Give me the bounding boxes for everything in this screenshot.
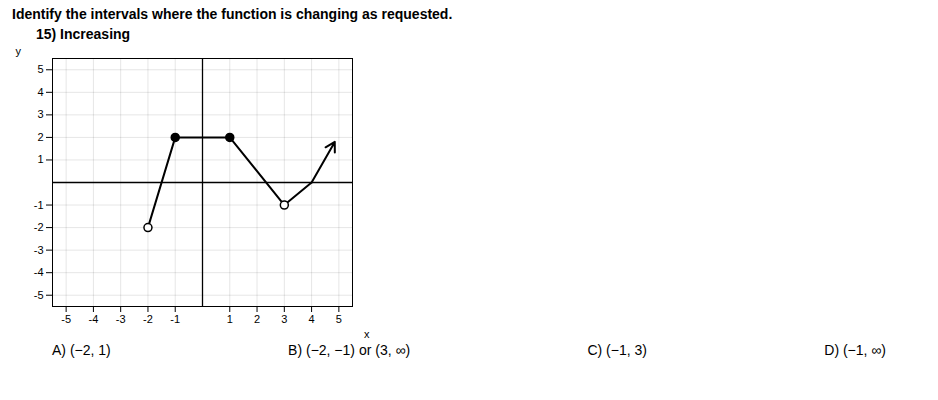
svg-text:-4: -4 — [34, 266, 44, 278]
svg-text:-2: -2 — [34, 221, 44, 233]
svg-text:5: 5 — [37, 63, 43, 75]
svg-text:-1: -1 — [34, 199, 44, 211]
svg-text:y: y — [16, 45, 22, 57]
svg-text:4: 4 — [309, 313, 315, 325]
svg-text:2: 2 — [37, 131, 43, 143]
svg-text:-2: -2 — [143, 313, 153, 325]
svg-text:3: 3 — [37, 108, 43, 120]
svg-text:2: 2 — [254, 313, 260, 325]
svg-text:-1: -1 — [170, 313, 180, 325]
html-text:B) (−2, −1) or (3, ∞): B) (−2, −1) or (3, ∞) — [288, 342, 411, 358]
svg-text:1: 1 — [37, 153, 43, 165]
svg-text:-4: -4 — [89, 313, 99, 325]
html-text:15) Increasing: 15) Increasing — [36, 26, 131, 42]
svg-text:-5: -5 — [34, 289, 44, 301]
svg-text:x: x — [364, 328, 370, 340]
html-text:Identify the intervals where t: Identify the intervals where the functio… — [12, 6, 453, 22]
svg-text:-5: -5 — [61, 313, 71, 325]
html-text:D) (−1, ∞): D) (−1, ∞) — [824, 342, 886, 358]
svg-text:4: 4 — [37, 86, 43, 98]
svg-text:-3: -3 — [34, 244, 44, 256]
html-text:C) (−1, 3): C) (−1, 3) — [587, 342, 647, 358]
svg-text:1: 1 — [227, 313, 233, 325]
svg-text:3: 3 — [281, 313, 287, 325]
svg-text:5: 5 — [336, 313, 342, 325]
svg-text:-3: -3 — [116, 313, 126, 325]
html-text:A) (−2, 1): A) (−2, 1) — [52, 342, 111, 358]
